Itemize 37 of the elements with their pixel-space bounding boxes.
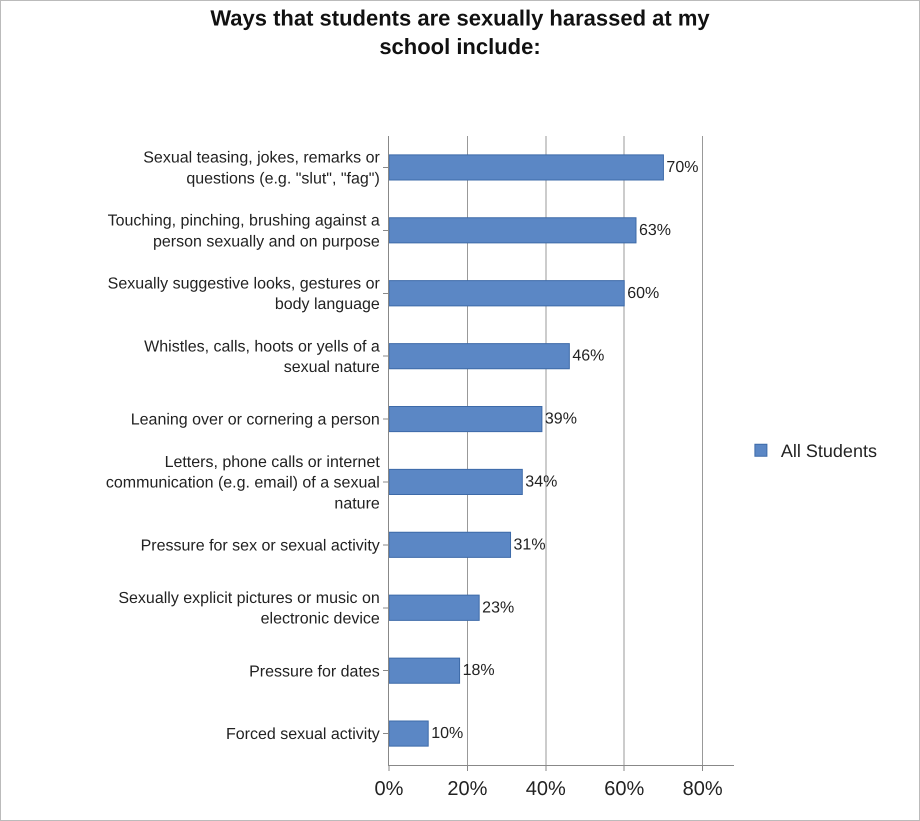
bar (389, 594, 480, 621)
y-tick-label: Whistles, calls, hoots or yells of a sexual nature (144, 338, 380, 376)
bar (389, 532, 512, 558)
data-label: 60% (627, 284, 660, 302)
x-tick-label: 0% (374, 778, 404, 800)
bar (389, 406, 542, 432)
y-tick-label: Forced sexual activity (226, 726, 380, 744)
legend-label: All Students (780, 441, 877, 462)
bar (389, 343, 570, 370)
data-label: 23% (482, 599, 514, 616)
bar (389, 720, 429, 747)
chart-title: Ways that students are sexually harassed at my school include: (210, 6, 710, 60)
y-tick-label: Leaning over or cornering a person (130, 412, 380, 429)
bar (389, 217, 636, 244)
data-label: 18% (462, 662, 495, 680)
data-label: 63% (638, 222, 672, 239)
data-label: 46% (572, 348, 604, 365)
bar (389, 280, 625, 306)
y-tick-label: Pressure for sex or sexual activity (140, 537, 380, 554)
data-label: 70% (666, 158, 698, 176)
y-tick-label: Pressure for dates (249, 663, 380, 680)
x-tick-label: 60% (604, 778, 644, 800)
y-tick-label: Letters, phone calls or internet communication (e.g. email) of a sexual nature (106, 454, 380, 512)
x-tick-label: 40% (526, 778, 566, 800)
bar (389, 154, 664, 181)
data-label: 34% (525, 473, 558, 490)
data-label: 31% (514, 536, 546, 554)
x-tick-label: 80% (682, 778, 723, 800)
data-label: 10% (431, 725, 464, 742)
data-label: 39% (544, 410, 577, 428)
y-tick-label: Sexually suggestive looks, gestures or body language (108, 275, 380, 314)
x-tick-label: 20% (447, 778, 488, 800)
bar (389, 658, 460, 684)
y-tick-label: Sexual teasing, jokes, remarks or questions (e.g. "slut", "fag") (143, 150, 380, 188)
y-tick-label: Touching, pinching, brushing against a person sexually and on purpose (108, 212, 380, 250)
bar (389, 468, 523, 496)
y-tick-label: Sexually explicit pictures or music on electronic device (118, 590, 380, 628)
